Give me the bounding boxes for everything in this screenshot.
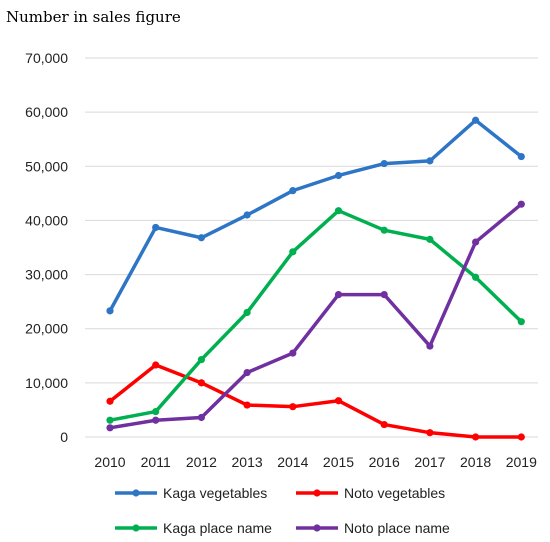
data-point (106, 424, 114, 432)
series-noto-place-name (106, 200, 525, 432)
data-point (152, 407, 160, 416)
gridlines (85, 57, 538, 438)
data-point (289, 349, 297, 357)
data-point (472, 116, 480, 124)
data-point (243, 368, 251, 377)
data-point (517, 200, 525, 208)
y-axis-title: Number in sales figure (6, 8, 181, 26)
series-line-noto-vegetables (108, 363, 524, 439)
legend: Kaga vegetables Noto vegetables Kaga place… (115, 485, 450, 536)
y-tick-label: 70,000 (25, 50, 68, 66)
data-point (197, 413, 205, 422)
data-point (334, 291, 343, 299)
x-tick-label: 2011 (141, 454, 171, 470)
data-point (517, 152, 525, 161)
x-tick-label: 2013 (232, 454, 263, 470)
legend-label: Noto vegetables (344, 485, 445, 501)
legend-marker (313, 524, 321, 532)
legend-label: Noto place name (344, 520, 450, 536)
data-point (243, 308, 251, 317)
x-tick-label: 2015 (323, 454, 354, 470)
data-point (380, 420, 388, 429)
data-point (106, 416, 114, 424)
data-point (152, 361, 160, 369)
data-point (334, 397, 343, 405)
legend-marker (132, 489, 140, 497)
legend-item-noto-vegetables: Noto vegetables (296, 485, 445, 501)
y-tick-label: 30,000 (25, 267, 68, 283)
data-point (106, 397, 114, 405)
legend-item-noto-place-name: Noto place name (296, 520, 450, 536)
y-tick-label: 0 (60, 429, 68, 445)
legend-marker (132, 524, 140, 532)
data-point (380, 226, 388, 234)
series-lines (106, 116, 525, 441)
data-point (197, 355, 205, 364)
series-line-noto-place-name (108, 202, 524, 430)
data-point (289, 248, 297, 256)
data-point (243, 211, 251, 219)
x-tick-label: 2012 (186, 454, 217, 470)
x-tick-label: 2014 (277, 454, 308, 470)
series-kaga-vegetables (106, 116, 525, 315)
y-tick-label: 50,000 (25, 158, 68, 174)
y-tick-label: 10,000 (25, 375, 68, 391)
data-point (380, 159, 388, 168)
data-point (289, 187, 297, 195)
data-point (152, 416, 160, 424)
series-line-kaga-vegetables (108, 118, 524, 313)
x-tick-label: 2010 (94, 454, 125, 470)
data-point (517, 433, 525, 441)
data-point (426, 235, 434, 243)
legend-marker (313, 489, 321, 497)
data-point (472, 433, 480, 441)
y-tick-label: 60,000 (25, 104, 68, 120)
x-tick-label: 2017 (414, 454, 445, 470)
data-point (197, 234, 205, 242)
data-point (334, 171, 343, 180)
data-point (426, 342, 434, 350)
data-point (334, 207, 343, 215)
data-point (380, 291, 388, 299)
data-point (243, 401, 251, 409)
data-point (472, 238, 480, 246)
data-point (289, 403, 297, 411)
series-noto-vegetables (106, 361, 525, 441)
x-tick-label: 2019 (506, 454, 537, 470)
legend-label: Kaga vegetables (163, 485, 267, 501)
data-point (517, 318, 525, 326)
x-tick-label: 2018 (460, 454, 491, 470)
data-point (106, 307, 114, 315)
x-tick-label: 2016 (369, 454, 400, 470)
data-point (426, 429, 434, 437)
legend-item-kaga-vegetables: Kaga vegetables (115, 485, 267, 501)
y-tick-label: 40,000 (25, 212, 68, 228)
series-kaga-place-name (106, 207, 525, 424)
y-tick-label: 20,000 (25, 321, 68, 337)
y-tick-labels: 0 10,000 20,000 30,000 40,000 50,000 60,000 70,… (25, 50, 68, 445)
x-tick-labels: 2010 2011 2012 2013 2014 2015 2016 2017 2018 2019 (94, 454, 537, 470)
data-point (426, 157, 434, 165)
series-line-kaga-place-name (108, 208, 524, 422)
data-point (472, 273, 480, 281)
legend-item-kaga-place-name: Kaga place name (115, 520, 272, 536)
data-point (197, 379, 205, 387)
legend-label: Kaga place name (163, 520, 272, 536)
data-point (152, 223, 160, 232)
